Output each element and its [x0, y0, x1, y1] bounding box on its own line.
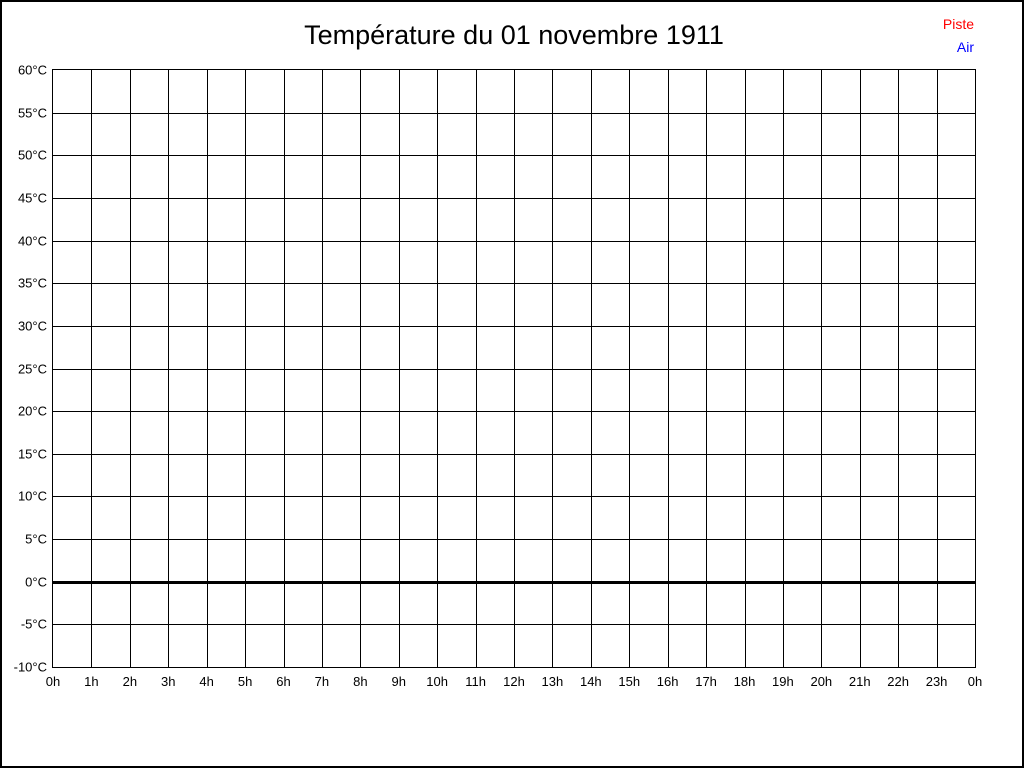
x-axis-tick-label: 5h [237, 674, 253, 689]
y-axis-tick-label: 60°C [17, 62, 47, 78]
x-axis-tick-label: 10h [426, 674, 448, 689]
y-axis-tick-label: 15°C [17, 446, 47, 462]
x-axis-tick-label: 0h [967, 674, 983, 689]
x-axis-tick-label: 9h [391, 674, 406, 689]
y-axis-tick-label: 20°C [17, 403, 47, 419]
gridline-horizontal [53, 112, 975, 114]
gridline-horizontal [53, 155, 975, 157]
chart-title: Température du 01 novembre 1911 [304, 20, 724, 50]
y-axis-tick-label: 35°C [17, 275, 47, 291]
y-axis-tick-label: 5°C [25, 531, 47, 547]
x-axis-tick-label: 8h [353, 674, 368, 689]
x-axis-tick-label: 1h [84, 674, 99, 689]
y-axis-tick-label: -10°C [13, 659, 47, 675]
x-axis-tick-label: 16h [656, 674, 679, 689]
x-axis-tick-label: 4h [199, 674, 214, 689]
gridline-horizontal [53, 411, 975, 413]
legend-item-air: Air [943, 36, 974, 59]
x-axis-tick-label: 13h [541, 674, 564, 689]
x-axis-tick-label: 14h [579, 674, 602, 689]
y-axis-tick-label: 25°C [17, 361, 47, 376]
gridline-horizontal [53, 283, 975, 285]
legend-label-air: Air [956, 39, 974, 55]
x-axis-tick-label: 3h [161, 674, 176, 689]
legend: Piste Air [943, 13, 974, 59]
gridline-horizontal [53, 539, 975, 541]
x-axis-tick-label: 23h [925, 674, 948, 689]
gridline-horizontal [53, 453, 975, 455]
y-axis-tick-label: 10°C [17, 488, 47, 504]
y-axis-tick-label: 50°C [17, 147, 47, 163]
gridline-horizontal [53, 325, 975, 327]
x-axis-tick-label: 2h [122, 674, 138, 689]
x-axis-tick-label: 15h [618, 674, 641, 689]
gridline-horizontal [53, 624, 975, 626]
gridline-horizontal [53, 368, 975, 370]
legend-label-piste: Piste [942, 16, 974, 32]
y-axis-tick-label: 40°C [17, 233, 47, 249]
x-axis-tick-label: 17h [695, 674, 717, 689]
x-axis-tick-label: 20h [810, 674, 833, 689]
plot-area: 60°C 55°C 50°C 45°C 40°C 35°C 30°C 25°C 20°C 15°C… [14, 63, 983, 690]
x-axis-tick-label: 12h [503, 674, 525, 689]
x-axis-tick-label: 21h [848, 674, 871, 689]
gridline-horizontal [53, 240, 975, 242]
x-axis-tick-label: 7h [314, 674, 330, 689]
x-axis-tick-label: 22h [887, 674, 909, 689]
gridline-horizontal [53, 496, 975, 498]
y-axis-tick-label: 55°C [17, 105, 47, 121]
y-axis-tick-label: 0°C [25, 574, 47, 590]
x-axis-tick-label: 6h [276, 674, 291, 689]
y-axis-tick-label: 30°C [17, 318, 47, 334]
x-axis-tick-label: 0h [45, 674, 61, 689]
x-axis-tick-label: 19h [772, 674, 794, 689]
x-axis-tick-label: 18h [733, 674, 756, 689]
gridline-horizontal [53, 197, 975, 199]
zero-degree-line [53, 580, 975, 584]
y-axis-tick-label: 45°C [17, 190, 47, 206]
y-axis-tick-label: -5°C [20, 616, 47, 632]
x-axis-tick-label: 11h [465, 674, 486, 689]
legend-item-piste: Piste [943, 13, 974, 36]
